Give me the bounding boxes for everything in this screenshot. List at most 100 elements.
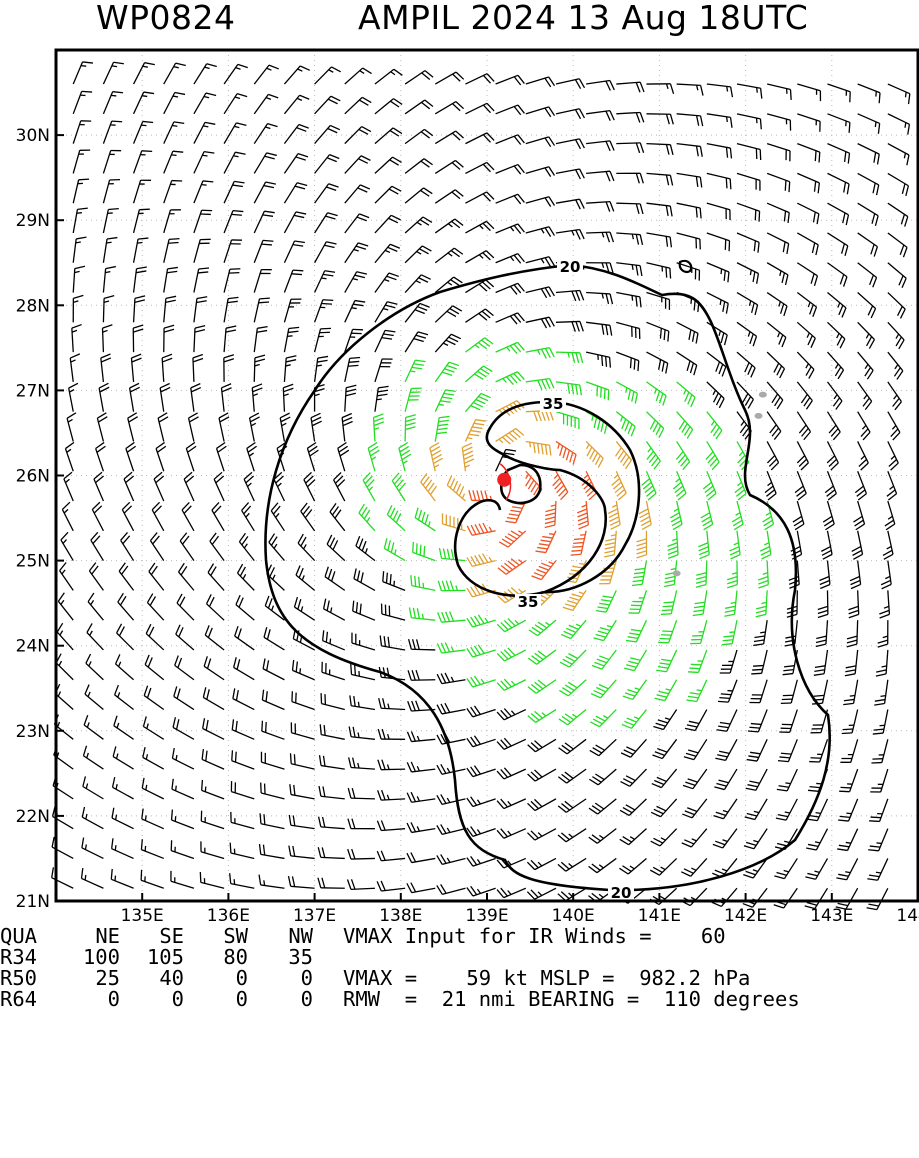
wind-barb	[867, 858, 887, 880]
wind-barb	[319, 786, 345, 799]
wind-barb	[133, 325, 143, 352]
wind-barb	[194, 122, 215, 143]
wind-barb	[318, 878, 345, 888]
y-tick-label: 22N	[16, 807, 50, 827]
wind-barb	[254, 153, 277, 174]
wind-barb	[467, 645, 496, 657]
wind-barb	[143, 747, 164, 769]
wind-barb	[496, 429, 524, 444]
wind-barbs	[52, 62, 910, 910]
wind-barb	[670, 501, 682, 530]
wind-barb	[103, 92, 123, 114]
wind-barb	[254, 240, 273, 262]
wind-barb	[204, 656, 224, 679]
wind-barb	[527, 888, 556, 899]
wind-barb	[620, 829, 647, 845]
land-marks	[673, 392, 767, 577]
wind-barb	[797, 412, 810, 440]
wind-barb	[294, 597, 314, 620]
header-sw: SW	[190, 926, 248, 947]
table-row-r50: R50 25 40 0 0 VMAX = 59 kt MSLP = 982.2 …	[0, 968, 919, 989]
wind-barb	[62, 502, 73, 531]
wind-barb	[224, 181, 244, 203]
wind-barb	[262, 690, 284, 710]
wind-barb	[632, 561, 646, 586]
wind-barb	[528, 739, 556, 751]
table-row-r34: R34 100 105 80 35	[0, 947, 919, 968]
cell-ne: 25	[62, 968, 120, 989]
wind-barb	[661, 590, 677, 614]
wind-barb	[345, 243, 368, 263]
wind-barb	[239, 533, 254, 560]
wind-barb	[806, 829, 827, 850]
wind-barb	[375, 157, 402, 173]
wind-barb	[888, 144, 909, 166]
wind-barb	[767, 144, 790, 162]
wind-barb	[819, 561, 829, 589]
wind-barb	[727, 561, 737, 588]
y-tick-label: 23N	[16, 722, 50, 742]
island-mark	[755, 413, 763, 419]
wind-barb	[82, 807, 103, 829]
wind-barb	[536, 531, 556, 553]
island-mark	[673, 570, 681, 576]
wind-barb	[438, 611, 466, 622]
wind-barb	[359, 504, 375, 531]
wind-barb	[315, 184, 339, 203]
wind-barb	[707, 84, 733, 97]
wind-barb	[827, 352, 843, 379]
wind-barb	[869, 799, 888, 822]
wind-barb	[194, 93, 216, 114]
wind-barb	[526, 107, 555, 117]
wind-barb	[848, 590, 858, 617]
wind-barb	[827, 382, 841, 410]
wind-barb	[323, 630, 345, 650]
wind-barb	[677, 173, 702, 187]
wind-barb	[559, 739, 587, 754]
x-tick-label: 137E	[293, 906, 336, 926]
wind-barb	[596, 590, 616, 612]
y-tick-label: 26N	[16, 467, 50, 487]
wind-barb	[718, 680, 737, 702]
cell-nw: 35	[255, 947, 313, 968]
wind-barb	[118, 593, 134, 620]
wind-barb	[435, 131, 463, 144]
wind-barb	[717, 710, 737, 732]
wind-barb	[202, 749, 224, 769]
wind-barb	[465, 420, 485, 442]
wind-barb	[737, 114, 761, 129]
wind-barb	[707, 144, 732, 159]
wind-barb	[378, 760, 405, 770]
wind-barb	[284, 299, 301, 322]
wind-barb	[112, 838, 134, 858]
wind-barb	[827, 233, 847, 256]
wind-barb	[82, 838, 104, 859]
wind-barb	[97, 413, 107, 442]
wind-barb	[111, 869, 133, 888]
wind-barb	[497, 799, 526, 809]
wind-barb	[73, 62, 93, 84]
wind-barb	[318, 847, 345, 858]
wind-barb	[646, 263, 670, 279]
wind-barb	[797, 322, 815, 347]
wind-barb	[435, 306, 461, 323]
wind-barb	[560, 650, 586, 667]
wind-barb	[586, 293, 612, 305]
wind-barb	[407, 853, 435, 863]
y-tick-label: 25N	[16, 552, 50, 572]
wind-barb	[608, 501, 620, 529]
wind-barb	[496, 105, 525, 115]
wind-barb	[528, 710, 556, 723]
wind-barb	[615, 441, 631, 468]
wind-barb	[586, 171, 614, 181]
wind-barb	[345, 272, 367, 293]
x-tick-label: 141E	[638, 906, 681, 926]
wind-barb	[827, 84, 850, 102]
wind-barb	[114, 716, 134, 740]
wind-barb	[526, 441, 551, 455]
wind-barb	[586, 80, 614, 90]
wind-barb	[224, 64, 248, 84]
wind-barb	[827, 144, 849, 164]
wind-barb	[684, 739, 707, 759]
wind-barb	[642, 471, 656, 500]
